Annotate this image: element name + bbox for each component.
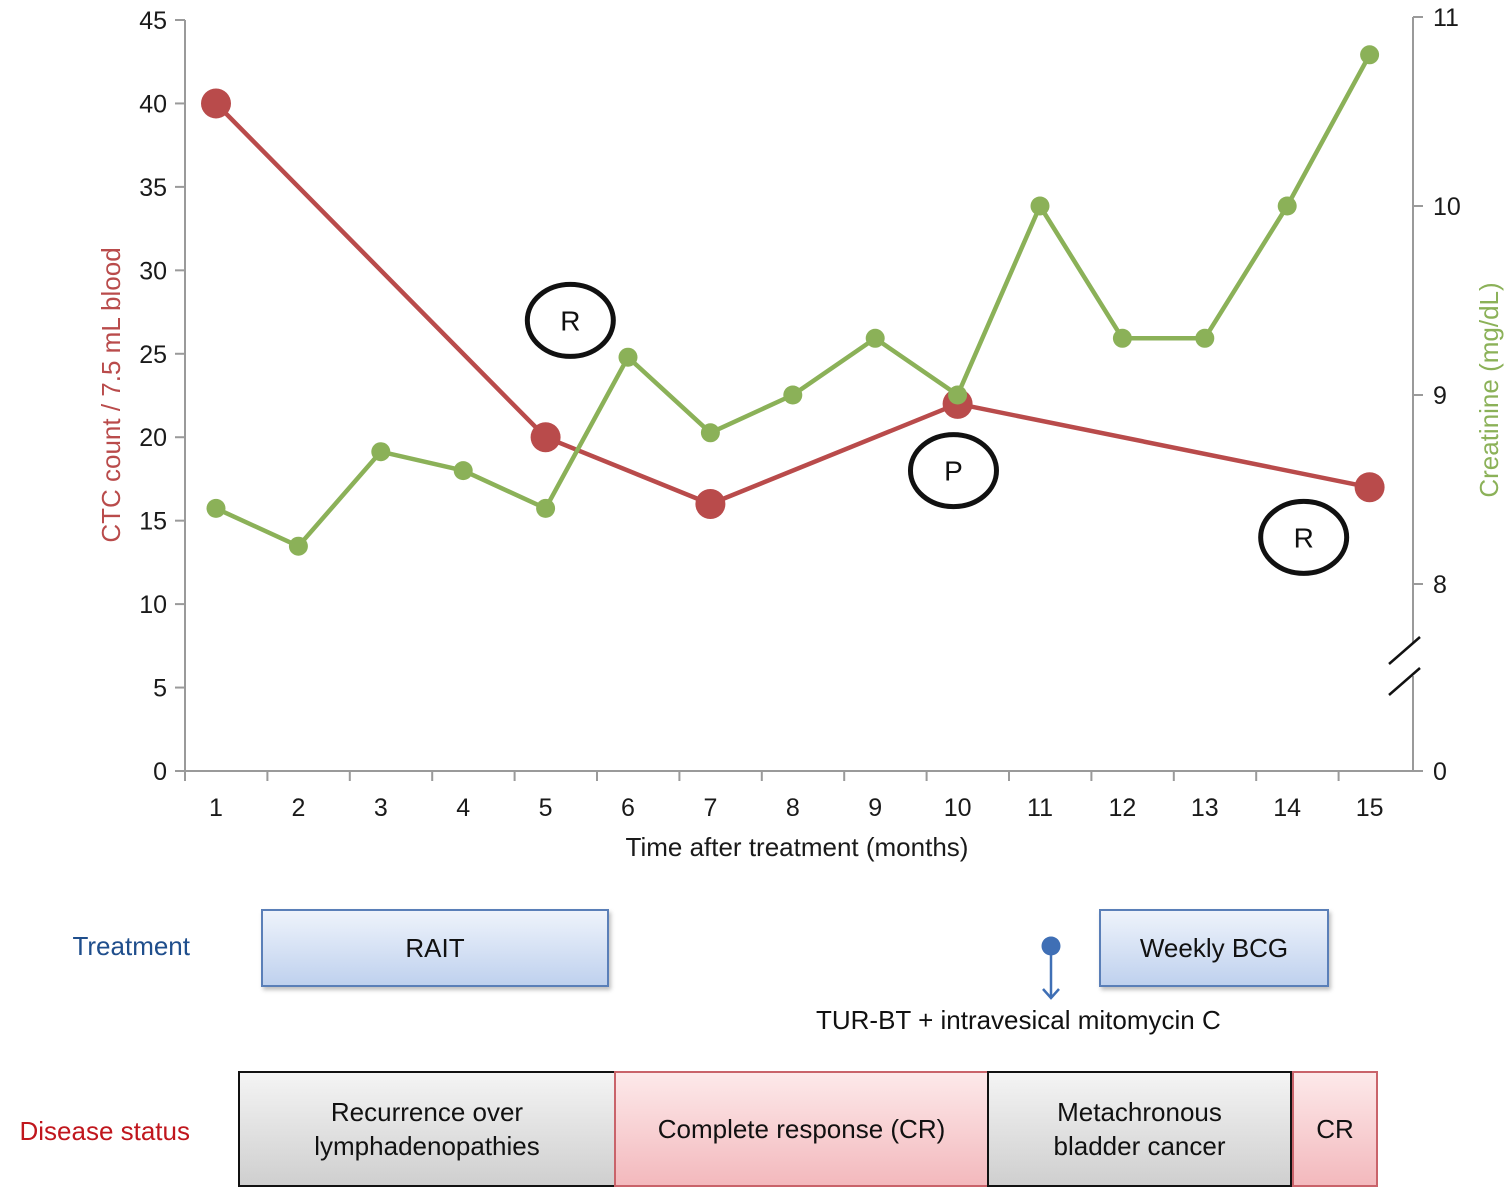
treatment-row-label: Treatment [72, 931, 190, 961]
disease-status-row-label: Disease status [19, 1116, 190, 1146]
status-cr: CR [1292, 1071, 1378, 1187]
creatinine-point [1195, 328, 1215, 348]
x-tick-label: 4 [456, 794, 470, 822]
status-complete-response-label: Complete response (CR) [657, 1114, 946, 1144]
response-marker-label: R [560, 305, 580, 336]
creatinine-point [618, 347, 638, 367]
x-tick-label: 8 [786, 794, 800, 822]
x-tick-label: 6 [621, 794, 635, 822]
right-tick-label: 10 [1433, 193, 1461, 221]
response-marker-circle [524, 281, 616, 359]
x-tick-label: 14 [1273, 794, 1301, 822]
chart-annotations: R P R [524, 281, 1350, 576]
creatinine-point [1112, 328, 1132, 348]
status-complete-response: Complete response (CR) [614, 1071, 989, 1187]
creatinine-point [783, 385, 803, 405]
left-tick-label: 35 [139, 174, 167, 202]
creatinine-point [371, 442, 391, 462]
creatinine-point [453, 461, 473, 481]
x-tick-label: 11 [1027, 794, 1053, 822]
right-tick-label: 9 [1433, 382, 1447, 410]
left-tick-label: 25 [139, 341, 167, 369]
response-marker-circle [1258, 498, 1350, 576]
rait-bar: RAIT [261, 909, 609, 987]
left-tick-label: 40 [139, 90, 167, 118]
x-tick-label: 3 [374, 794, 388, 822]
rait-label: RAIT [405, 933, 465, 963]
left-tick-label: 5 [153, 675, 167, 703]
status-metachronous-label: Metachronous bladder cancer [1053, 1097, 1226, 1161]
turbt-marker-icon [1041, 936, 1061, 1000]
x-tick-label: 2 [291, 794, 305, 822]
chart-series [201, 45, 1385, 556]
x-tick-label: 7 [703, 794, 717, 822]
x-tick-label: 10 [944, 794, 972, 822]
weekly-bcg-label: Weekly BCG [1139, 933, 1289, 963]
status-recurrence: Recurrence over lymphadenopathies [238, 1071, 616, 1187]
ctc-series-line [214, 101, 1371, 507]
ctc-point [1354, 472, 1385, 503]
ctc-point [695, 488, 726, 519]
right-tick-label: 0 [1433, 758, 1447, 786]
creatinine-point [1030, 196, 1050, 216]
response-marker-circle [907, 432, 999, 510]
creatinine-point [700, 423, 720, 443]
ctc-point [530, 422, 561, 453]
x-tick-label: 5 [539, 794, 553, 822]
creatinine-point [206, 498, 226, 518]
x-tick-label: 1 [209, 794, 223, 822]
status-recurrence-label: Recurrence over lymphadenopathies [314, 1097, 540, 1161]
x-tick-label: 13 [1191, 794, 1219, 822]
creatinine-point [1360, 45, 1380, 65]
right-axis-title: Creatinine (mg/dL) [1474, 282, 1504, 497]
axis-break-mark [1388, 667, 1421, 696]
left-tick-label: 0 [153, 758, 167, 786]
ctc-point [201, 88, 231, 119]
creatinine-point [288, 536, 308, 556]
creatinine-point [948, 385, 968, 405]
axis-break-mark [1388, 636, 1421, 665]
creatinine-point [865, 328, 885, 348]
left-tick-label: 10 [139, 591, 167, 619]
left-tick-label: 30 [139, 257, 167, 285]
creatinine-point [1277, 196, 1297, 216]
right-tick-label: 11 [1433, 4, 1459, 32]
x-tick-label: 12 [1108, 794, 1136, 822]
left-tick-label: 45 [139, 7, 167, 35]
x-axis-title: Time after treatment (months) [626, 832, 969, 862]
x-tick-label: 9 [868, 794, 882, 822]
left-axis-title: CTC count / 7.5 mL blood [96, 247, 126, 542]
creatinine-point [536, 498, 556, 518]
response-marker-label: P [944, 456, 963, 487]
weekly-bcg-bar: Weekly BCG [1099, 909, 1329, 987]
response-marker-label: R [1294, 522, 1314, 553]
status-cr-label: CR [1316, 1114, 1354, 1144]
x-tick-label: 15 [1356, 794, 1384, 822]
left-tick-label: 15 [139, 508, 167, 536]
status-metachronous: Metachronous bladder cancer [987, 1071, 1292, 1187]
right-tick-label: 8 [1433, 571, 1447, 599]
left-tick-label: 20 [139, 424, 167, 452]
turbt-note: TUR-BT + intravesical mitomycin C [816, 1005, 1221, 1035]
